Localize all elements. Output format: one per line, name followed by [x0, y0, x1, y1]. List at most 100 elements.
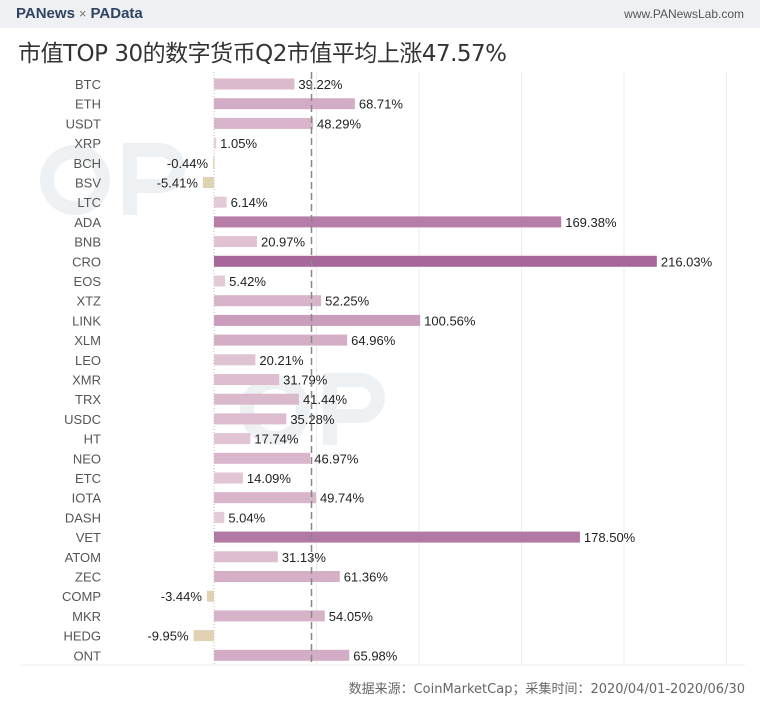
bar — [214, 275, 226, 287]
bar — [214, 78, 295, 90]
data-label: 39.22% — [298, 77, 343, 92]
bar — [202, 177, 214, 188]
bar — [214, 511, 225, 523]
category-label: COMP — [62, 589, 101, 604]
data-label: 54.05% — [329, 609, 374, 624]
data-label: 100.56% — [424, 313, 476, 328]
data-label: 31.13% — [282, 550, 327, 565]
category-label: ATOM — [65, 550, 101, 565]
watermark-panews — [40, 143, 185, 215]
brand-separator: × — [78, 6, 87, 21]
watermark-logo-icon — [240, 375, 310, 445]
bar — [193, 630, 214, 642]
bar — [214, 196, 227, 208]
data-label: -0.44% — [167, 156, 209, 171]
bar — [214, 354, 256, 366]
category-label: XTZ — [76, 294, 101, 309]
category-label: ADA — [74, 215, 101, 230]
data-label: 68.71% — [359, 97, 404, 112]
bar — [206, 590, 214, 602]
category-label: LTC — [77, 195, 101, 210]
watermark-letter-shape — [123, 143, 185, 215]
data-label: 49.74% — [320, 491, 365, 506]
data-source: 数据来源：CoinMarketCap；采集时间：2020/04/01-2020/… — [348, 682, 745, 697]
category-label: TRX — [75, 392, 101, 407]
bar — [214, 117, 313, 129]
category-label: BSV — [75, 176, 101, 191]
data-label: 178.50% — [584, 530, 636, 545]
data-label: 48.29% — [317, 116, 362, 131]
data-label: 216.03% — [661, 254, 713, 269]
bar — [214, 472, 243, 484]
data-label: 20.97% — [261, 235, 306, 250]
data-label: 65.98% — [353, 648, 398, 663]
data-label: 41.44% — [303, 392, 348, 407]
bar — [214, 492, 316, 504]
data-label: -5.41% — [157, 176, 199, 191]
category-label: XLM — [74, 333, 101, 348]
data-label: -3.44% — [161, 589, 203, 604]
data-label: 20.21% — [259, 353, 304, 368]
category-label: CRO — [72, 254, 101, 269]
category-label: ZEC — [75, 570, 101, 585]
data-label: 31.79% — [283, 373, 328, 388]
category-label: VET — [76, 530, 101, 545]
category-label: LINK — [72, 313, 101, 328]
top-bar: PANews × PAData www.PANewsLab.com — [0, 0, 760, 28]
bar — [214, 610, 325, 622]
bar — [213, 157, 215, 169]
data-label: 5.04% — [228, 510, 265, 525]
bar — [214, 571, 340, 582]
category-label: ETC — [75, 471, 101, 486]
category-label: XMR — [72, 373, 101, 388]
data-label: 61.36% — [344, 570, 389, 585]
data-label: 52.25% — [325, 294, 370, 309]
data-label: 46.97% — [314, 451, 359, 466]
bar — [214, 374, 280, 385]
bar — [214, 295, 322, 307]
category-label: LEO — [75, 353, 101, 368]
category-label: USDT — [66, 116, 101, 131]
site-url: www.PANewsLab.com — [624, 7, 744, 21]
padata-logo: PAData — [90, 5, 143, 22]
category-label: ONT — [74, 648, 102, 663]
category-label: NEO — [73, 451, 101, 466]
bar — [214, 216, 562, 228]
bar — [214, 314, 421, 326]
category-label: XRP — [74, 136, 101, 151]
bar — [214, 649, 350, 661]
watermark-logo-icon — [40, 145, 110, 215]
panews-logo: PANews — [16, 5, 75, 22]
bar — [214, 531, 580, 543]
bar — [214, 255, 657, 267]
category-label: BTC — [75, 77, 101, 92]
category-label: ETH — [75, 97, 101, 112]
chart-title: 市值TOP 30的数字货币Q2市值平均上涨47.57% — [18, 41, 507, 67]
bar — [214, 413, 287, 425]
bar — [214, 334, 348, 346]
data-label: 14.09% — [247, 471, 292, 486]
category-label: EOS — [74, 274, 102, 289]
data-label: 5.42% — [229, 274, 266, 289]
data-label: 35.28% — [290, 412, 335, 427]
data-label: 6.14% — [231, 195, 268, 210]
watermark-letter-shape — [323, 373, 385, 445]
data-label: -9.95% — [147, 629, 189, 644]
data-label: 1.05% — [220, 136, 257, 151]
category-label: HEDG — [63, 629, 101, 644]
bar — [214, 393, 299, 405]
bar — [214, 137, 217, 149]
category-label: BNB — [74, 235, 101, 250]
bar — [214, 452, 311, 464]
bar — [214, 433, 251, 445]
bar — [214, 551, 278, 563]
data-label: 169.38% — [565, 215, 617, 230]
data-label: 17.74% — [254, 432, 299, 447]
bar — [214, 98, 355, 110]
category-label: DASH — [65, 510, 101, 525]
data-label: 64.96% — [351, 333, 396, 348]
category-label: USDC — [64, 412, 101, 427]
category-label: BCH — [74, 156, 101, 171]
brand-logo: PANews × PAData — [16, 5, 143, 22]
